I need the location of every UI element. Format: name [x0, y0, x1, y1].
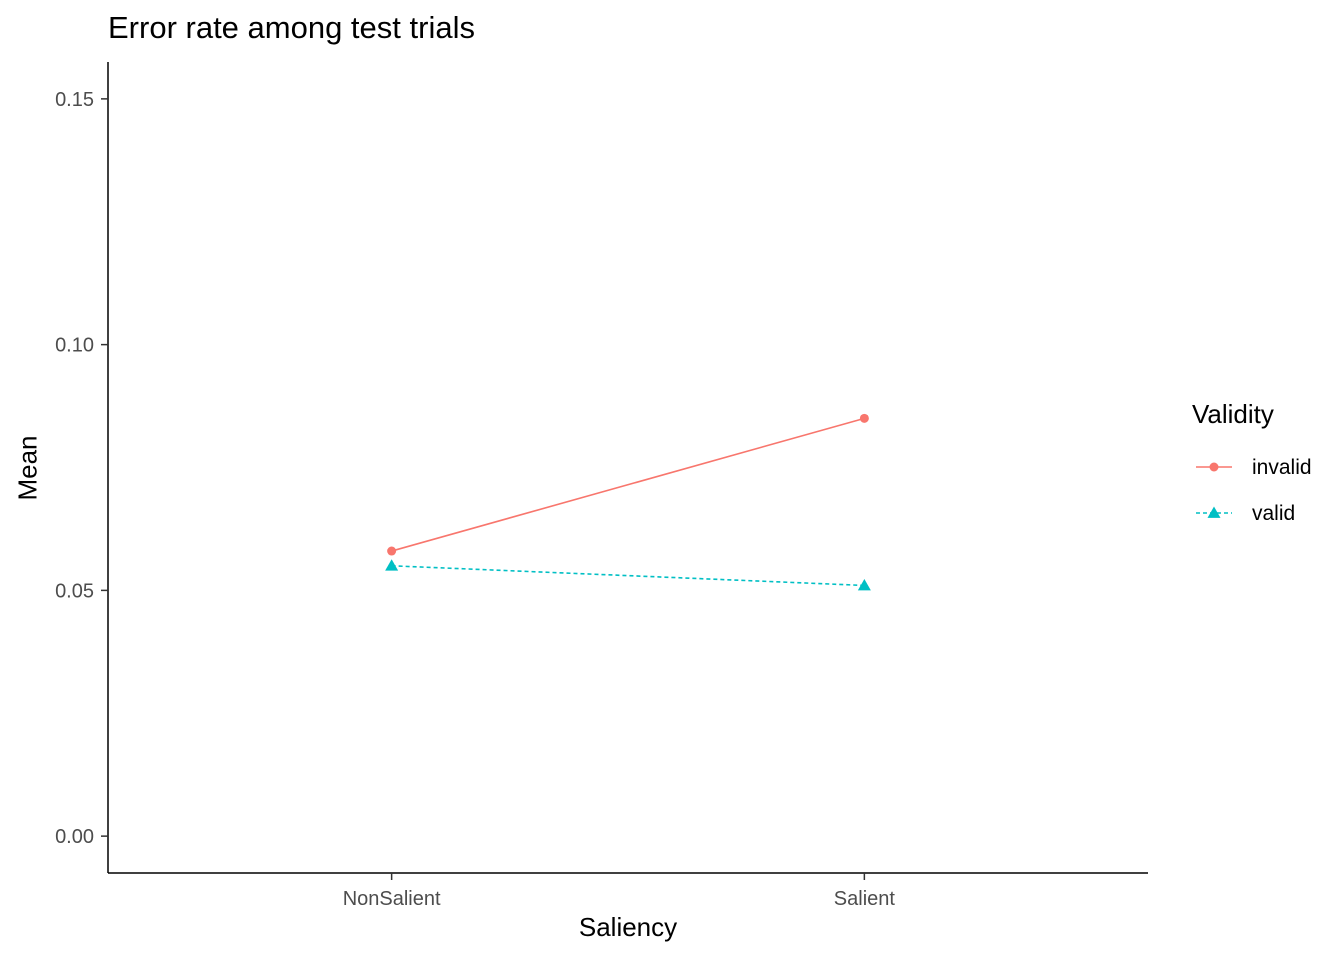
- chart-title: Error rate among test trials: [108, 10, 475, 45]
- y-tick-label: 0.05: [55, 580, 94, 602]
- data-point-invalid: [859, 413, 869, 423]
- series-line-invalid: [391, 417, 865, 552]
- series-invalid: [387, 413, 869, 556]
- y-tick-label: 0.00: [55, 826, 94, 848]
- x-axis-label: Saliency: [578, 912, 678, 942]
- legend-label-valid: valid: [1252, 502, 1296, 525]
- x-tick-label: NonSalient: [343, 888, 441, 910]
- series-line-valid: [391, 565, 865, 587]
- axes: [107, 62, 1148, 874]
- y-tick-label: 0.15: [55, 89, 94, 111]
- y-axis-label: Mean: [12, 435, 43, 501]
- data-point-valid: [857, 578, 871, 591]
- legend-key-marker-invalid: [1209, 462, 1219, 472]
- y-tick-label: 0.10: [55, 335, 94, 357]
- legend-title: Validity: [1192, 399, 1274, 429]
- legend-keys: [1196, 462, 1232, 518]
- data-point-invalid: [387, 546, 397, 556]
- series: [385, 413, 871, 591]
- series-valid: [385, 559, 871, 591]
- x-tick-label: Salient: [834, 888, 896, 910]
- legend-label-invalid: invalid: [1252, 456, 1312, 479]
- legend-key-marker-valid: [1207, 506, 1221, 518]
- data-point-valid: [385, 559, 399, 571]
- ticks: 0.00 0.05 0.10 0.15 NonSalient Salient: [55, 89, 895, 910]
